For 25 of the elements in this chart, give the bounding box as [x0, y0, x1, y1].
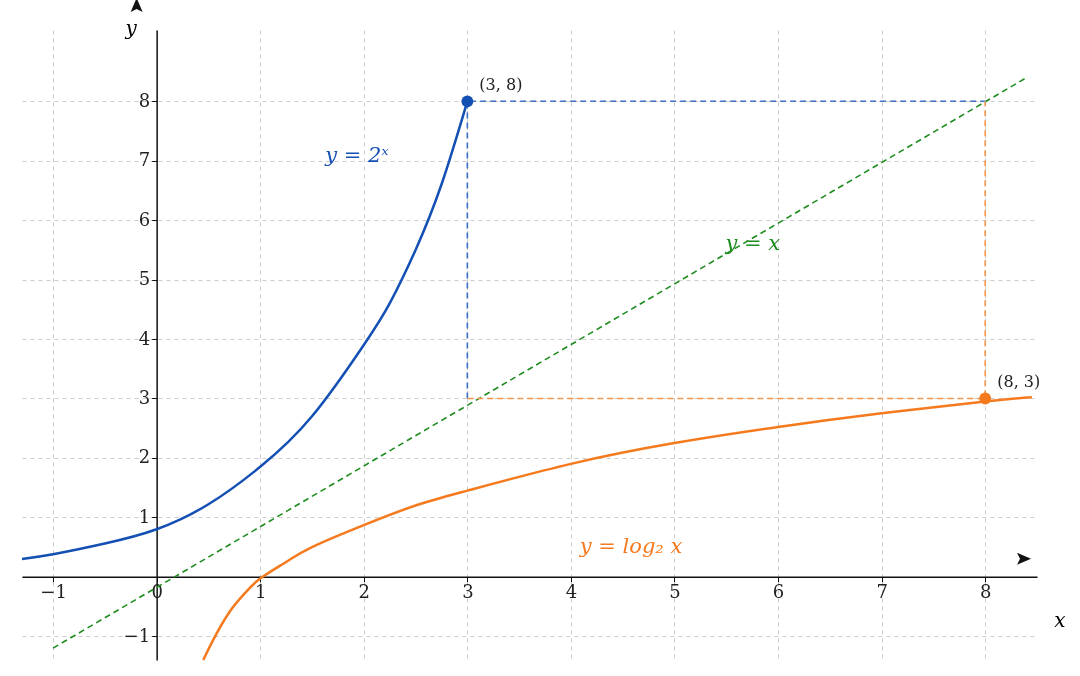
y-tick-label: −1 [123, 624, 151, 646]
x-tick-label: 1 [254, 581, 267, 603]
x-tick-label: 7 [876, 581, 888, 603]
annotation: y = x [724, 231, 781, 256]
y-tick-label: 6 [138, 208, 151, 230]
x-tick-label: 4 [565, 581, 578, 603]
x-tick-label: −1 [40, 581, 67, 603]
x-tick-label: 5 [669, 581, 681, 603]
y-tick-label: 5 [138, 268, 151, 290]
y-tick-label: 4 [138, 327, 151, 349]
x-tick-label: 6 [772, 581, 785, 603]
data-label: (3, 8) [479, 75, 523, 95]
y-tick-label: 2 [138, 446, 151, 468]
x-tick-label: 2 [358, 581, 371, 603]
y-tick-label: 8 [138, 89, 151, 111]
data-label: (8, 3) [997, 372, 1041, 392]
x-tick-label: 8 [979, 581, 992, 603]
y-tick-label: 1 [138, 505, 151, 527]
y-axis-title: y [124, 15, 138, 40]
x-tick-label: 3 [462, 581, 474, 603]
y-tick-label: 7 [138, 149, 151, 171]
y-tick-label: 3 [138, 386, 151, 408]
annotation: y = 2ˣ [324, 143, 390, 167]
annotation: y = log₂ x [578, 533, 683, 558]
x-axis-title: x [1054, 608, 1066, 633]
